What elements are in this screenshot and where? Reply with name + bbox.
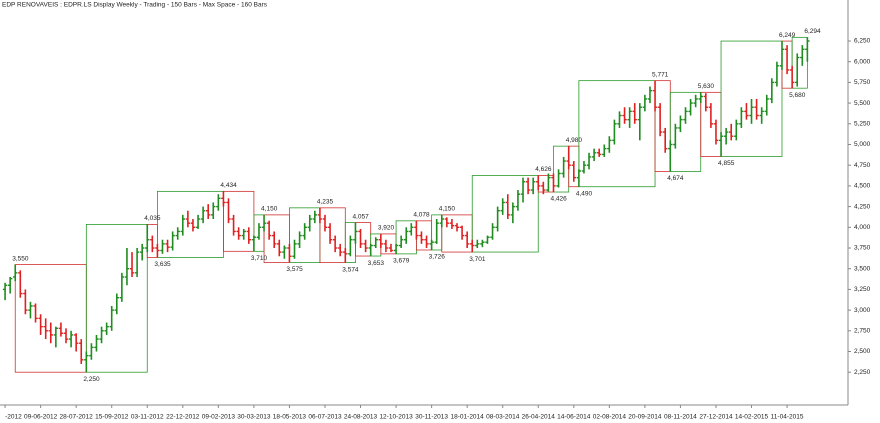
swing-label: 4,235 <box>317 199 334 206</box>
chart-title: EDP RENOVAVEIS : EDPR.LS Display Weekly … <box>2 2 268 9</box>
x-tick-label: 14-06-2014 <box>557 414 591 421</box>
x-tick-label: 14-02-2015 <box>735 414 769 421</box>
x-tick-label: -2012 <box>5 414 22 421</box>
y-tick-label: 5,750 <box>854 79 871 86</box>
swing-label: 4,490 <box>576 190 593 197</box>
x-tick-label: 26-04-2014 <box>522 414 556 421</box>
swing-label: 3,575 <box>286 266 303 273</box>
swing-box <box>791 36 808 89</box>
swing-label: 3,920 <box>378 225 395 232</box>
y-tick-label: 2,750 <box>854 328 871 335</box>
x-tick-label: 06-07-2013 <box>308 414 342 421</box>
y-tick-label: 4,750 <box>854 162 871 169</box>
x-tick-label: 08-11-2014 <box>664 414 697 421</box>
y-tick-label: 3,250 <box>854 286 871 293</box>
swing-label: 4,150 <box>439 206 456 213</box>
x-tick-label: 22-12-2012 <box>166 414 200 421</box>
swing-label: 3,653 <box>368 260 385 267</box>
swing-box <box>720 40 783 157</box>
x-tick-label: 09-02-2013 <box>202 414 236 421</box>
swing-label: 4,150 <box>261 206 278 213</box>
x-tick-label: 09-06-2012 <box>24 414 58 421</box>
x-tick-label: 28-07-2012 <box>60 414 94 421</box>
swing-label: 4,035 <box>144 215 161 222</box>
swing-label: 5,680 <box>789 92 806 99</box>
x-tick-label: 24-08-2013 <box>344 414 378 421</box>
y-tick-label: 6,000 <box>854 58 871 65</box>
y-tick-label: 2,250 <box>854 369 871 376</box>
swing-label: 3,679 <box>393 258 410 265</box>
x-tick-label: 08-03-2014 <box>486 414 520 421</box>
swing-label: 5,771 <box>652 71 669 78</box>
x-tick-label: 15-09-2012 <box>95 414 129 421</box>
x-tick-label: 18-05-2013 <box>273 414 307 421</box>
swing-label: 3,574 <box>342 266 359 273</box>
swing-label: 4,078 <box>413 212 430 219</box>
swing-box <box>471 175 539 253</box>
swing-label: 4,426 <box>550 196 567 203</box>
y-tick-label: 3,500 <box>854 265 871 272</box>
x-tick-label: 03-11-2012 <box>131 414 164 421</box>
x-tick-label: 02-08-2014 <box>593 414 627 421</box>
y-tick-label: 4,250 <box>854 203 871 210</box>
y-tick-label: 6,250 <box>854 38 871 45</box>
y-tick-label: 5,250 <box>854 121 871 128</box>
swing-label: 5,630 <box>698 83 715 90</box>
y-tick-label: 5,500 <box>854 100 871 107</box>
x-tick-label: 12-10-2013 <box>379 414 413 421</box>
swing-label: 4,980 <box>566 137 583 144</box>
x-tick-label: 27-12-2014 <box>699 414 733 421</box>
x-tick-label: 30-11-2013 <box>415 414 448 421</box>
y-tick-label: 2,500 <box>854 348 871 355</box>
swing-label: 4,674 <box>667 175 684 182</box>
y-tick-label: 5,000 <box>854 141 871 148</box>
x-tick-label: 30-03-2013 <box>237 414 271 421</box>
swing-label: 3,635 <box>154 261 171 268</box>
swing-label: 4,434 <box>220 182 237 189</box>
y-tick-label: 3,750 <box>854 245 871 252</box>
swing-label: 3,726 <box>429 254 446 261</box>
swing-label: 3,550 <box>12 255 29 262</box>
swing-label: 6,294 <box>804 28 821 35</box>
swing-label: 4,057 <box>352 213 369 220</box>
swing-label: 3,710 <box>251 255 268 262</box>
swing-label: 3,701 <box>469 256 486 263</box>
swing-box <box>85 224 148 373</box>
y-tick-label: 4,000 <box>854 224 871 231</box>
swing-label: 2,250 <box>83 376 100 383</box>
x-tick-label: 11-04-2015 <box>771 414 804 421</box>
swing-label: 4,855 <box>718 160 735 167</box>
swing-label: 4,626 <box>535 166 552 173</box>
x-tick-label: 18-01-2014 <box>451 414 485 421</box>
swing-label: 6,249 <box>779 32 796 39</box>
y-tick-label: 4,500 <box>854 183 871 190</box>
y-tick-label: 3,000 <box>854 307 871 314</box>
x-tick-label: 20-09-2014 <box>628 414 662 421</box>
